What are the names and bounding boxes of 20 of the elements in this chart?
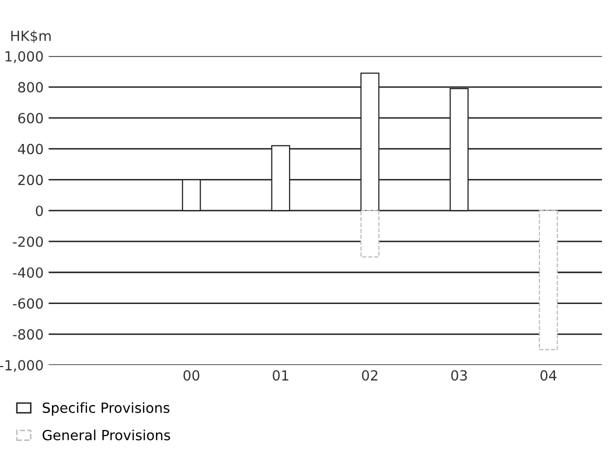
y-tick-label: 1,000	[6, 51, 43, 64]
y-tick-label: 400	[18, 144, 43, 154]
x-tick-label: 00	[184, 370, 200, 381]
legend-label: General Provisions	[42, 430, 170, 440]
y-tick-label: 800	[18, 82, 43, 93]
y-tick-label: 600	[18, 112, 43, 124]
x-tick-label: 01	[272, 370, 288, 381]
y-tick-label: -800	[12, 329, 43, 340]
x-tick-label: 03	[451, 370, 467, 381]
y-tick-label: -400	[12, 267, 43, 278]
y-tick-label: 0	[36, 206, 43, 216]
y-tick-label: -200	[12, 236, 43, 247]
x-tick-label: 02	[362, 370, 378, 381]
bar	[538, 210, 558, 350]
legend-label: Specific Provisions	[42, 402, 170, 416]
y-axis-title: HK$m	[11, 30, 51, 43]
y-tick-label: -1,000	[0, 360, 43, 372]
y-tick-label: 200	[18, 174, 43, 186]
x-tick-label: 04	[540, 370, 556, 381]
y-tick-label: -600	[12, 298, 43, 309]
